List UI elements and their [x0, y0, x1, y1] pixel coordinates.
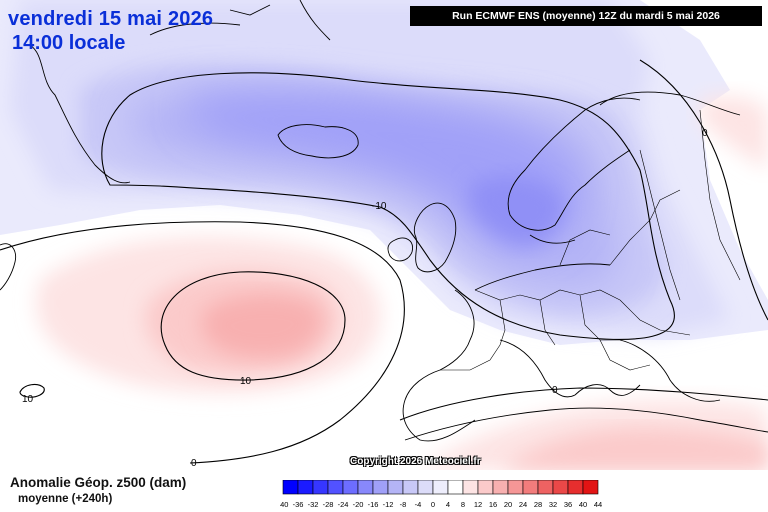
color-scale-tick-label: 44 [594, 500, 602, 509]
color-scale-swatch [462, 480, 479, 495]
color-scale-tick-label: -24 [338, 500, 349, 509]
contour-label-neg10-atlantic: -10 [372, 201, 387, 212]
color-scale-tick-label: 4 [446, 500, 450, 509]
color-scale-swatch [282, 480, 299, 495]
color-scale-tick-label: -20 [353, 500, 364, 509]
color-scale-tick-label: -12 [383, 500, 394, 509]
color-scale-swatch [537, 480, 554, 495]
contour-plus10-small [19, 383, 45, 398]
color-scale-tick-label: -40 [280, 500, 288, 509]
legend-subtitle: moyenne (+240h) [18, 493, 113, 505]
color-scale-tick-label: -16 [368, 500, 379, 509]
model-run-banner: Run ECMWF ENS (moyenne) 12Z du mardi 5 m… [410, 6, 762, 26]
color-scale-tick-label: 20 [504, 500, 512, 509]
color-scale-tick-label: 36 [564, 500, 572, 509]
color-scale-swatch [477, 480, 494, 495]
contour-plus10 [160, 271, 346, 381]
color-scale-tick-label: -28 [323, 500, 334, 509]
positive-anomaly-area [36, 95, 768, 470]
color-scale-tick-label: -8 [400, 500, 407, 509]
color-scale-tick-label: 8 [461, 500, 465, 509]
color-scale-swatch [312, 480, 329, 495]
north-africa-coast [404, 407, 768, 441]
color-scale-swatch [567, 480, 584, 495]
color-scale-swatch [372, 480, 389, 495]
color-scale-tick-label: 40 [579, 500, 587, 509]
color-scale-swatch [492, 480, 509, 495]
color-scale-swatch [507, 480, 524, 495]
color-scale-swatch [327, 480, 344, 495]
contour-label-zero-east: 0 [702, 128, 708, 139]
color-scale-swatch [357, 480, 374, 495]
greenland-coast [29, 0, 331, 184]
anomaly-color-scale: -40-36-32-28-24-20-16-12-8-4048121620242… [280, 480, 602, 509]
color-scale-tick-label: 24 [519, 500, 527, 509]
british-isles-coast [387, 202, 457, 273]
color-scale-swatch [342, 480, 359, 495]
europe-mainland-coast [402, 263, 721, 442]
color-scale-swatch [582, 480, 599, 495]
color-scale-swatch [522, 480, 539, 495]
color-scale-swatch [432, 480, 449, 495]
contour-lines [0, 59, 768, 464]
color-scale-tick-label: 32 [549, 500, 557, 509]
forecast-date: vendredi 15 mai 2026 [8, 8, 214, 30]
geopotential-anomaly-map: -10 10 10 0 0 0 [0, 0, 768, 470]
contour-label-zero-med: 0 [552, 385, 558, 396]
country-borders [440, 109, 741, 371]
color-scale-swatch [417, 480, 434, 495]
copyright-notice: Copyright 2026 Meteociel.fr [350, 456, 481, 467]
color-scale-tick-label: -36 [293, 500, 304, 509]
contour-zero-south [399, 387, 768, 421]
color-scale-swatch [447, 480, 464, 495]
color-scale-tick-label: -4 [415, 500, 422, 509]
color-scale-tick-label: 12 [474, 500, 482, 509]
color-scale-tick-label: -32 [308, 500, 319, 509]
color-scale-swatch [552, 480, 569, 495]
color-scale-swatch [402, 480, 419, 495]
legend-title: Anomalie Géop. z500 (dam) [10, 475, 187, 490]
color-scale-tick-label: 28 [534, 500, 542, 509]
iceland-coast [277, 124, 359, 159]
contour-label-pos10-atlantic: 10 [240, 376, 252, 387]
scandinavia-coast [507, 91, 741, 244]
color-scale-swatch [387, 480, 404, 495]
contour-minus10 [101, 72, 675, 340]
forecast-local-time: 14:00 locale [12, 32, 126, 54]
negative-anomaly-area [0, 0, 768, 345]
coastlines [0, 0, 768, 442]
contour-zero-west [0, 221, 405, 464]
color-scale-tick-label: 16 [489, 500, 497, 509]
contour-label-zero-sw: 0 [191, 458, 197, 469]
contour-zero-east [639, 59, 768, 321]
color-scale-swatch [297, 480, 314, 495]
canada-coast [0, 243, 17, 291]
contour-label-pos10-west: 10 [22, 394, 34, 405]
color-scale-tick-label: 0 [431, 500, 435, 509]
